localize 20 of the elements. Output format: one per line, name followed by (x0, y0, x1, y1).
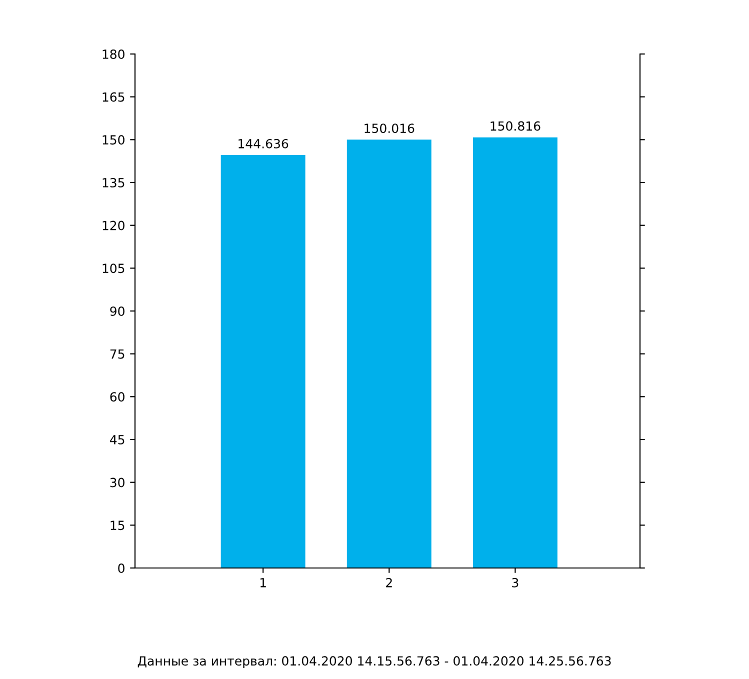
data-label: 150.016 (364, 124, 414, 134)
y-tick-label: 135 (102, 178, 124, 188)
y-tick-label: 45 (110, 435, 124, 444)
y-tick-label: 165 (102, 92, 124, 102)
x-tick-label: 3 (512, 578, 518, 588)
y-tick-label: 15 (110, 520, 124, 530)
y-tick-label: 180 (102, 49, 124, 59)
data-label: 150.816 (490, 121, 540, 131)
x-tick-label: 1 (260, 578, 266, 588)
y-tick-label: 60 (110, 392, 124, 402)
y-tick-label: 105 (102, 264, 124, 274)
y-tick-label: 0 (118, 563, 124, 573)
text: Данные за интервал: 01.04.2020 14.15.56.763 - 01.04.2020 14.25.56.763 (138, 656, 611, 668)
y-tick-label: 30 (110, 478, 124, 488)
y-tick-label: 150 (102, 135, 124, 145)
y-tick-label: 90 (110, 306, 124, 316)
x-tick-label: 2 (386, 578, 392, 588)
data-label: 144.636 (238, 138, 288, 148)
y-tick-label: 120 (102, 220, 124, 230)
y-tick-label: 75 (110, 349, 124, 359)
